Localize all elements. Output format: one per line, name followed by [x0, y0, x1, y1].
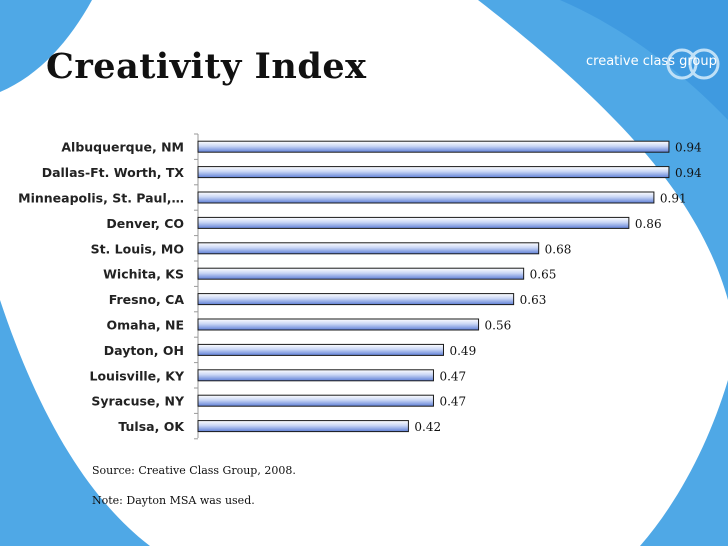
category-label: Albuquerque, NM	[61, 140, 184, 155]
category-label: Louisville, KY	[90, 368, 185, 383]
logo-text: creative class group	[586, 54, 717, 69]
top-left-swoosh	[0, 0, 92, 92]
value-label: 0.86	[635, 217, 662, 231]
bar	[197, 242, 540, 255]
bar	[197, 394, 434, 407]
top-right-band	[560, 0, 728, 120]
category-label: Dayton, OH	[104, 343, 184, 358]
value-label: 0.68	[545, 242, 572, 256]
category-label: Wichita, KS	[103, 267, 184, 282]
value-label: 0.94	[675, 141, 702, 155]
category-label: Omaha, NE	[106, 318, 184, 333]
bar	[197, 216, 630, 229]
bar	[197, 267, 525, 280]
value-label: 0.94	[675, 166, 702, 180]
dayton-note: Note: Dayton MSA was used.	[92, 494, 255, 507]
category-label: Tulsa, OK	[118, 419, 185, 434]
slide-title: Creativity Index	[46, 46, 367, 87]
bar	[197, 140, 670, 153]
bottom-left-swoosh	[0, 300, 150, 546]
value-label: 0.56	[485, 319, 512, 333]
value-label: 0.47	[439, 369, 466, 383]
value-label: 0.49	[449, 344, 476, 358]
bar	[197, 293, 515, 306]
bar	[197, 166, 670, 179]
value-label: 0.91	[660, 192, 687, 206]
category-label: Dallas-Ft. Worth, TX	[42, 165, 185, 180]
bar	[197, 369, 434, 382]
category-label: St. Louis, MO	[91, 241, 184, 256]
category-label: Syracuse, NY	[91, 394, 185, 409]
category-label: Minneapolis, St. Paul,…	[18, 191, 184, 206]
source-note: Source: Creative Class Group, 2008.	[92, 464, 296, 477]
value-label: 0.63	[520, 293, 547, 307]
bar	[197, 318, 480, 331]
bottom-right-arc	[640, 380, 728, 546]
bar	[197, 420, 409, 433]
company-logo: creative class group	[582, 46, 722, 86]
value-label: 0.65	[530, 268, 557, 282]
bar	[197, 191, 655, 204]
category-label: Denver, CO	[106, 216, 184, 231]
logo-circles-icon	[666, 48, 720, 80]
value-label: 0.47	[439, 395, 466, 409]
top-right-swoosh	[478, 0, 728, 300]
category-label: Fresno, CA	[109, 292, 185, 307]
value-label: 0.42	[414, 420, 441, 434]
bar	[197, 343, 444, 356]
creativity-index-chart: Albuquerque, NM 0.94 Dallas-Ft. Worth, TX 0…	[18, 133, 702, 440]
